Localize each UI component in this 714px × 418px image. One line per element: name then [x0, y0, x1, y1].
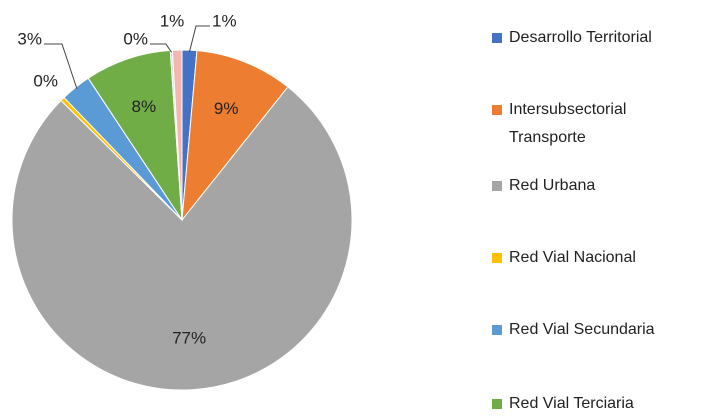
pie-slice: [181, 50, 289, 222]
data-label: 1%: [212, 11, 237, 30]
legend-swatch: [492, 33, 502, 43]
data-label: 0%: [123, 29, 148, 48]
legend-swatch: [492, 399, 502, 409]
legend-label: Desarrollo Territorial: [509, 29, 652, 46]
data-label: 1%: [160, 11, 185, 30]
data-label: 8%: [132, 97, 157, 116]
leader-line: [44, 43, 78, 90]
data-label: 0%: [33, 71, 58, 90]
pie-slice: [171, 49, 183, 221]
legend-swatch: [492, 105, 502, 115]
pie-slice: [87, 49, 183, 222]
data-label: 77%: [172, 328, 206, 347]
legend-label: Red Vial Secundaria: [509, 321, 655, 338]
legend-label: Red Vial Terciaria: [509, 395, 634, 412]
legend-swatch: [492, 325, 502, 335]
pie-slice: [11, 86, 353, 391]
legend-label: Intersubsectorial Transporte: [509, 101, 626, 146]
legend-swatch: [492, 253, 502, 263]
leader-line: [188, 25, 210, 53]
leader-line: [150, 43, 172, 53]
data-label: 3%: [17, 29, 42, 48]
data-label: 9%: [214, 99, 239, 118]
legend-label: Red Urbana: [509, 177, 595, 194]
legend-swatch: [492, 181, 502, 191]
legend-label: Red Vial Nacional: [509, 249, 636, 266]
